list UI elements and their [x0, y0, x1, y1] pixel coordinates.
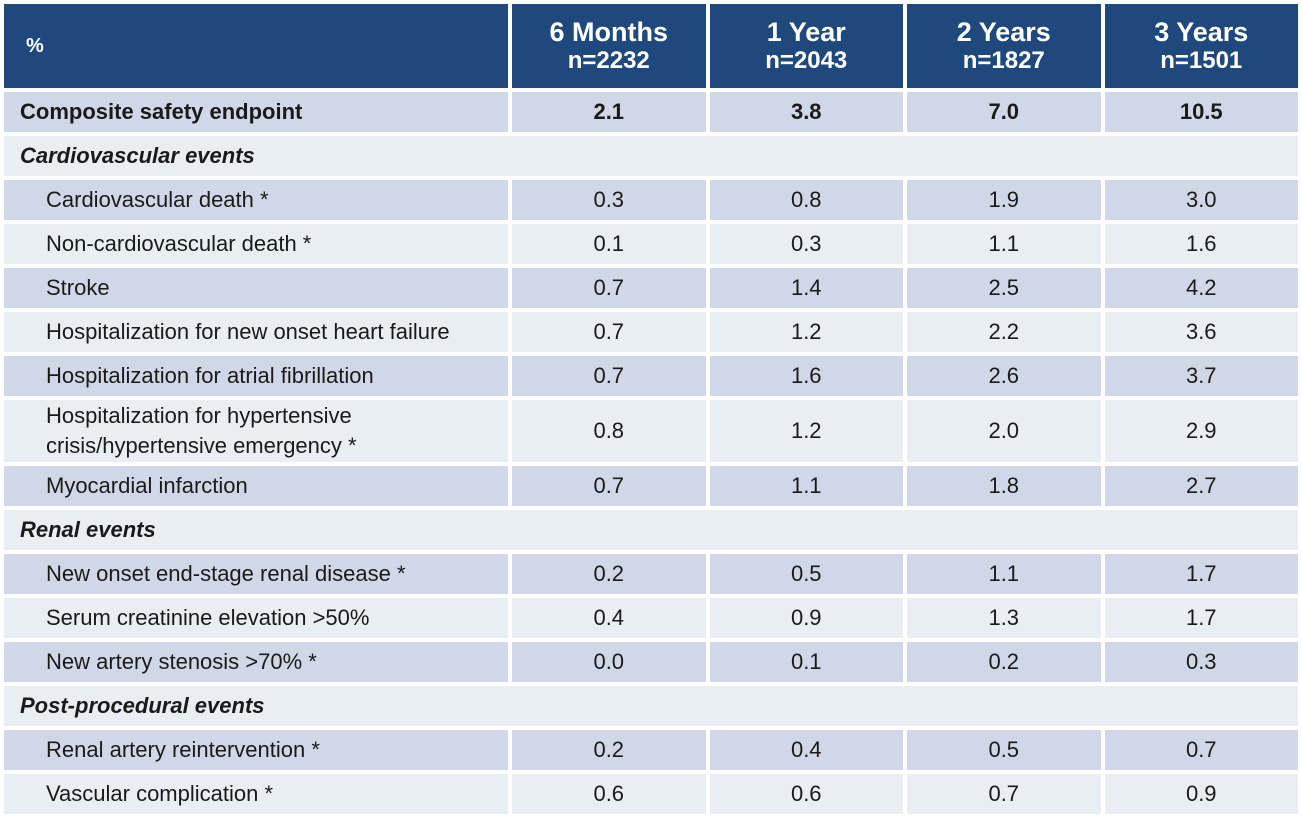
- cell-value: 0.7: [1102, 728, 1300, 772]
- composite-value: 10.5: [1102, 90, 1300, 134]
- table-row: New artery stenosis >70% * 0.0 0.1 0.2 0…: [2, 640, 1300, 684]
- cell-value: 3.0: [1102, 178, 1300, 222]
- row-label: Serum creatinine elevation >50%: [2, 596, 510, 640]
- cell-value: 2.9: [1102, 398, 1300, 464]
- cell-value: 0.0: [510, 640, 708, 684]
- composite-label: Composite safety endpoint: [2, 90, 510, 134]
- row-label: New artery stenosis >70% *: [2, 640, 510, 684]
- section-header-post-procedural: Post-procedural events: [2, 684, 1300, 728]
- cell-value: 1.6: [707, 354, 905, 398]
- cell-value: 0.2: [510, 552, 708, 596]
- cell-value: 0.9: [1102, 772, 1300, 816]
- table-row: New onset end-stage renal disease * 0.2 …: [2, 552, 1300, 596]
- column-period: 2 Years: [956, 17, 1051, 47]
- cell-value: 0.1: [510, 222, 708, 266]
- cell-value: 1.3: [905, 596, 1103, 640]
- cell-value: 0.7: [905, 772, 1103, 816]
- section-title: Cardiovascular events: [2, 134, 1300, 178]
- cell-value: 0.5: [905, 728, 1103, 772]
- cell-value: 2.7: [1102, 464, 1300, 508]
- cell-value: 0.7: [510, 354, 708, 398]
- cell-value: 1.4: [707, 266, 905, 310]
- row-label: Non-cardiovascular death *: [2, 222, 510, 266]
- table-row: Stroke 0.7 1.4 2.5 4.2: [2, 266, 1300, 310]
- composite-value: 7.0: [905, 90, 1103, 134]
- section-title: Renal events: [2, 508, 1300, 552]
- cell-value: 0.2: [905, 640, 1103, 684]
- cell-value: 2.0: [905, 398, 1103, 464]
- row-label: Cardiovascular death *: [2, 178, 510, 222]
- corner-header: %: [2, 2, 510, 90]
- cell-value: 2.2: [905, 310, 1103, 354]
- section-header-cardiovascular: Cardiovascular events: [2, 134, 1300, 178]
- column-period: 6 Months: [549, 17, 669, 47]
- table-row: Serum creatinine elevation >50% 0.4 0.9 …: [2, 596, 1300, 640]
- column-header: 6 Months n=2232: [510, 2, 708, 90]
- cell-value: 2.6: [905, 354, 1103, 398]
- row-label: New onset end-stage renal disease *: [2, 552, 510, 596]
- table-row: Hospitalization for atrial fibrillation …: [2, 354, 1300, 398]
- table-row: Vascular complication * 0.6 0.6 0.7 0.9: [2, 772, 1300, 816]
- cell-value: 0.8: [510, 398, 708, 464]
- row-label: Renal artery reintervention *: [2, 728, 510, 772]
- cell-value: 3.7: [1102, 354, 1300, 398]
- composite-value: 2.1: [510, 90, 708, 134]
- row-label: Stroke: [2, 266, 510, 310]
- column-period: 3 Years: [1154, 17, 1249, 47]
- cell-value: 0.5: [707, 552, 905, 596]
- cell-value: 0.6: [510, 772, 708, 816]
- table-row: Cardiovascular death * 0.3 0.8 1.9 3.0: [2, 178, 1300, 222]
- row-label: Hospitalization for new onset heart fail…: [2, 310, 510, 354]
- cell-value: 4.2: [1102, 266, 1300, 310]
- cell-value: 3.6: [1102, 310, 1300, 354]
- cell-value: 1.6: [1102, 222, 1300, 266]
- row-label: Hospitalization for atrial fibrillation: [2, 354, 510, 398]
- cell-value: 0.6: [707, 772, 905, 816]
- cell-value: 1.2: [707, 310, 905, 354]
- cell-value: 0.1: [707, 640, 905, 684]
- cell-value: 1.7: [1102, 596, 1300, 640]
- cell-value: 0.7: [510, 310, 708, 354]
- cell-value: 1.1: [905, 222, 1103, 266]
- cell-value: 0.2: [510, 728, 708, 772]
- column-n: n=1501: [1160, 47, 1243, 74]
- cell-value: 0.3: [1102, 640, 1300, 684]
- cell-value: 1.2: [707, 398, 905, 464]
- table-row: Hospitalization for hypertensive crisis/…: [2, 398, 1300, 464]
- column-header: 2 Years n=1827: [905, 2, 1103, 90]
- column-period: 1 Year: [766, 17, 846, 47]
- section-title: Post-procedural events: [2, 684, 1300, 728]
- cell-value: 0.9: [707, 596, 905, 640]
- cell-value: 0.7: [510, 464, 708, 508]
- composite-value: 3.8: [707, 90, 905, 134]
- table-row: Renal artery reintervention * 0.2 0.4 0.…: [2, 728, 1300, 772]
- cell-value: 1.8: [905, 464, 1103, 508]
- cell-value: 0.8: [707, 178, 905, 222]
- section-header-renal: Renal events: [2, 508, 1300, 552]
- header-row: % 6 Months n=2232 1 Year n=2043 2 Years n=1…: [2, 2, 1300, 90]
- column-n: n=1827: [962, 47, 1045, 74]
- row-label: Hospitalization for hypertensive crisis/…: [2, 398, 510, 464]
- cell-value: 0.4: [510, 596, 708, 640]
- table-row: Non-cardiovascular death * 0.1 0.3 1.1 1…: [2, 222, 1300, 266]
- cell-value: 0.7: [510, 266, 708, 310]
- column-n: n=2232: [567, 47, 650, 74]
- column-header: 1 Year n=2043: [707, 2, 905, 90]
- composite-row: Composite safety endpoint 2.1 3.8 7.0 10…: [2, 90, 1300, 134]
- cell-value: 1.1: [905, 552, 1103, 596]
- cell-value: 0.3: [707, 222, 905, 266]
- column-header: 3 Years n=1501: [1102, 2, 1300, 90]
- cell-value: 1.1: [707, 464, 905, 508]
- cell-value: 0.4: [707, 728, 905, 772]
- cell-value: 0.3: [510, 178, 708, 222]
- table-row: Myocardial infarction 0.7 1.1 1.8 2.7: [2, 464, 1300, 508]
- row-label: Myocardial infarction: [2, 464, 510, 508]
- row-label: Vascular complication *: [2, 772, 510, 816]
- cell-value: 1.7: [1102, 552, 1300, 596]
- table-row: Hospitalization for new onset heart fail…: [2, 310, 1300, 354]
- cell-value: 1.9: [905, 178, 1103, 222]
- cell-value: 2.5: [905, 266, 1103, 310]
- column-n: n=2043: [765, 47, 848, 74]
